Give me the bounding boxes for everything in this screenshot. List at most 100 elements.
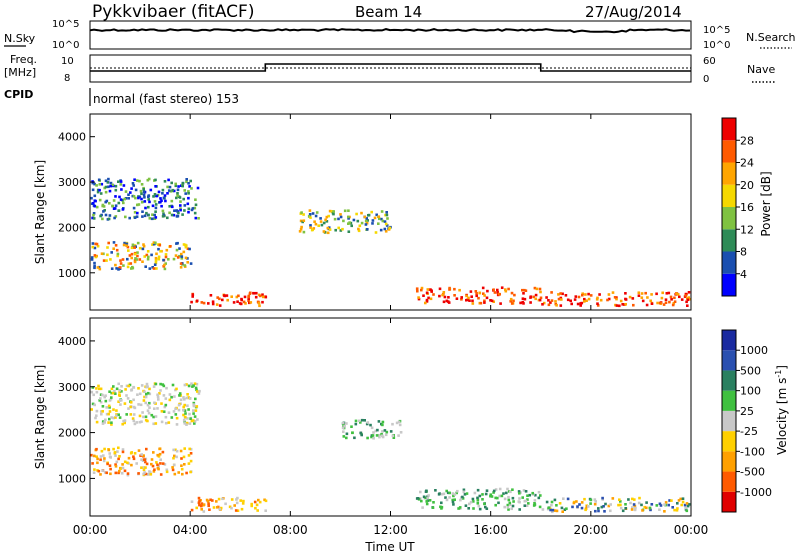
echo-cell: [236, 509, 240, 512]
echo-cell: [93, 266, 96, 270]
echo-cell: [174, 448, 177, 452]
echo-cell: [114, 392, 117, 395]
echo-cell: [686, 504, 690, 508]
echo-cell: [194, 216, 198, 220]
echo-cell: [91, 462, 94, 465]
echo-cell: [356, 219, 360, 223]
echo-cell: [422, 495, 426, 499]
echo-cell: [623, 303, 626, 306]
echo-cell: [143, 395, 146, 399]
echo-cell: [508, 503, 512, 507]
echo-cell: [416, 289, 419, 293]
echo-cell: [194, 397, 197, 401]
echo-cell: [180, 457, 183, 460]
echo-cell: [91, 181, 95, 185]
echo-cell: [381, 420, 385, 424]
echo-cell: [113, 389, 116, 393]
echo-cell: [465, 294, 468, 298]
echo-cell: [130, 252, 134, 256]
echo-cell: [637, 294, 641, 297]
echo-cell: [133, 422, 137, 426]
echo-cell: [641, 299, 645, 303]
echo-cell: [341, 227, 344, 231]
echo-cell: [161, 215, 165, 218]
echo-cell: [200, 508, 203, 511]
echo-cell: [645, 303, 649, 307]
echo-cell: [133, 260, 137, 264]
echo-cell: [522, 292, 525, 295]
echo-cell: [96, 266, 100, 269]
echo-cell: [200, 301, 204, 304]
echo-cell: [101, 410, 104, 413]
echo-cell: [360, 211, 363, 215]
echo-cell: [354, 422, 358, 426]
echo-cell: [95, 387, 98, 390]
echo-cell: [254, 295, 258, 299]
echo-cell: [680, 298, 684, 301]
echo-cell: [685, 300, 688, 304]
echo-cell: [188, 397, 192, 400]
echo-cell: [108, 417, 111, 421]
echo-cell: [629, 501, 632, 505]
echo-cell: [132, 405, 136, 409]
echo-cell: [601, 496, 604, 500]
echo-cell: [119, 198, 123, 201]
echo-cell: [164, 397, 168, 400]
echo-cell: [490, 495, 494, 498]
echo-cell: [140, 183, 144, 186]
noise-left-tick-top: 10^5: [52, 19, 79, 30]
echo-cell: [438, 287, 442, 291]
echo-cell: [105, 412, 109, 416]
echo-cell: [474, 290, 478, 293]
echo-cell: [196, 186, 200, 190]
echo-cell: [137, 403, 140, 406]
echo-cell: [108, 406, 111, 409]
y-tick-label: 4000: [58, 131, 86, 144]
echo-cell: [154, 261, 158, 265]
echo-cell: [191, 295, 194, 298]
echo-cell: [117, 413, 120, 416]
echo-cell: [139, 403, 143, 407]
echo-cell: [91, 245, 95, 249]
echo-cell: [327, 226, 331, 229]
echo-cell: [224, 502, 227, 506]
echo-cell: [168, 398, 172, 402]
noise-sky-trace: [89, 28, 691, 34]
colorbar-swatch: [722, 451, 736, 472]
echo-cell: [104, 394, 107, 397]
echo-cell: [363, 215, 367, 219]
echo-cell: [192, 403, 195, 406]
echo-cell: [200, 504, 203, 508]
colorbar-tick-label: 100: [740, 385, 761, 398]
colorbar-tick-label: 20: [740, 179, 754, 192]
echo-cell: [574, 295, 578, 298]
beam-title: Beam 14: [355, 3, 422, 21]
echo-cell: [104, 399, 108, 403]
echo-cell: [106, 462, 109, 466]
echo-cell: [380, 217, 383, 221]
echo-cell: [378, 217, 381, 221]
echo-cell: [156, 463, 159, 467]
echo-cell: [631, 497, 634, 501]
echo-cell: [631, 506, 634, 509]
colorbar-swatch: [722, 273, 736, 296]
echo-cell: [172, 189, 176, 193]
echo-cell: [117, 382, 120, 386]
echo-cell: [179, 207, 182, 210]
freq-right-tick-bottom: 0: [703, 74, 709, 85]
echo-cell: [258, 304, 261, 308]
echo-cell: [221, 298, 224, 302]
echo-cell: [425, 500, 428, 503]
echo-cell: [314, 222, 318, 226]
echo-cell: [572, 501, 576, 505]
echo-cell: [506, 503, 510, 507]
freq-left-tick-bottom: 8: [64, 73, 70, 84]
echo-cell: [117, 268, 120, 271]
echo-cell: [218, 304, 222, 307]
echo-cell: [132, 386, 136, 389]
echo-cell: [93, 254, 97, 257]
echo-cell: [114, 465, 118, 468]
echo-cell: [187, 182, 190, 185]
echo-cell: [584, 293, 587, 296]
echo-cell: [250, 502, 253, 506]
